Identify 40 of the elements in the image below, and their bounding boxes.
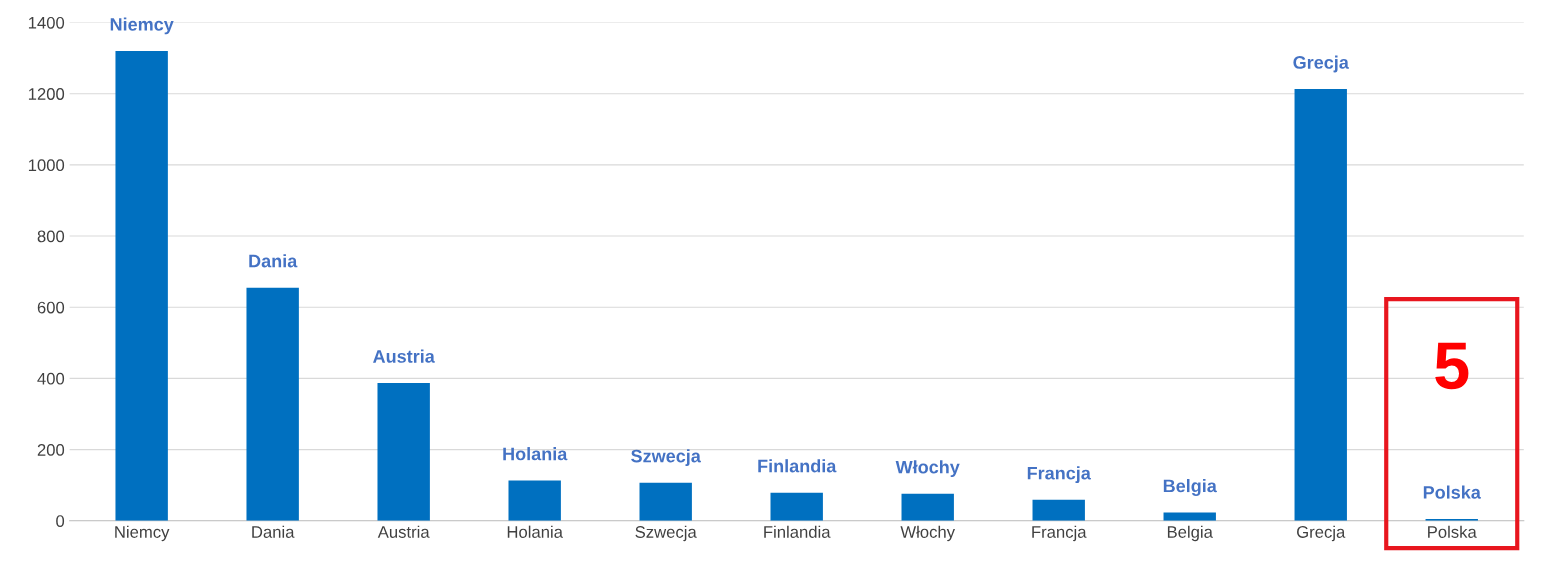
data-label: Dania (249, 254, 298, 268)
data-label: Szwecja (631, 449, 701, 467)
y-tick-label: 800 (37, 230, 65, 243)
bar (1294, 89, 1347, 521)
bar (115, 50, 168, 521)
data-label: Francja (1027, 466, 1091, 484)
x-tick-label: Szwecja (635, 525, 697, 542)
bar (1032, 499, 1085, 521)
y-tick-label: 400 (37, 372, 65, 385)
y-tick-label: 200 (37, 444, 65, 456)
x-tick-label: Austria (377, 525, 430, 538)
data-label: Grecja (1293, 55, 1349, 73)
x-tick-label: Polska (1428, 525, 1477, 538)
y-tick-label: 1200 (28, 88, 65, 100)
x-tick-label: Dania (252, 525, 295, 538)
y-tick-label: 1400 (28, 16, 65, 29)
data-label: Włochy (895, 460, 960, 478)
x-tick-label: Holania (507, 525, 563, 538)
bar (901, 493, 954, 521)
x-tick-label: Włochy (900, 525, 955, 542)
data-label: Belgia (1163, 479, 1217, 496)
data-label: Austria (373, 349, 435, 363)
x-tick-label: Belgia (1167, 525, 1213, 542)
bar (246, 287, 299, 521)
bar (508, 480, 561, 521)
x-tick-label: Finlandia (764, 525, 831, 538)
y-tick-label: 0 (56, 515, 65, 527)
data-label: Polska (1423, 485, 1481, 499)
bar (377, 383, 430, 521)
y-tick-label: 1000 (28, 159, 65, 172)
x-tick-label: Francja (1032, 525, 1087, 542)
bar (639, 482, 692, 521)
data-label: Finlandia (758, 459, 837, 473)
x-tick-label: Grecja (1297, 525, 1346, 542)
bar (770, 492, 823, 521)
data-label: Holania (503, 447, 568, 461)
annotation: 5 (1435, 342, 1469, 390)
data-label: Niemcy (110, 17, 174, 35)
y-tick-label: 600 (37, 301, 65, 314)
x-tick-label: Niemcy (115, 525, 170, 542)
